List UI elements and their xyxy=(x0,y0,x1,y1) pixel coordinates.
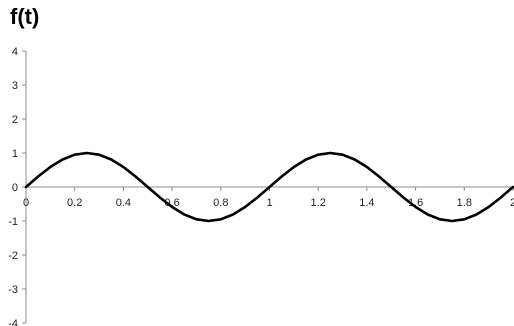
y-tick-label: 3 xyxy=(12,80,18,92)
x-tick-label: 0.6 xyxy=(164,197,179,209)
y-tick-label: -1 xyxy=(8,216,18,228)
y-tick-label: 1 xyxy=(12,148,18,160)
y-tick-label: -3 xyxy=(8,284,18,296)
y-tick-label: 4 xyxy=(12,46,18,58)
x-tick-label: 0.2 xyxy=(67,197,82,209)
series-line xyxy=(24,151,514,223)
x-tick-label: 0 xyxy=(23,197,29,209)
x-tick-label: 1.4 xyxy=(359,197,374,209)
y-tick-label: 2 xyxy=(12,114,18,126)
x-tick-label: 1 xyxy=(266,197,272,209)
x-tick-label: 1.8 xyxy=(457,197,472,209)
x-tick-label: 1.6 xyxy=(408,197,423,209)
y-tick-label: -4 xyxy=(8,318,18,326)
y-tick-label: -2 xyxy=(8,250,18,262)
y-tick-label: 0 xyxy=(12,182,18,194)
chart-title: f(t) xyxy=(10,4,40,29)
x-tick-label: 2 xyxy=(510,197,514,209)
x-tick-label: 0.4 xyxy=(116,197,131,209)
x-tick-label: 1.2 xyxy=(311,197,326,209)
x-tick-label: 0.8 xyxy=(213,197,228,209)
